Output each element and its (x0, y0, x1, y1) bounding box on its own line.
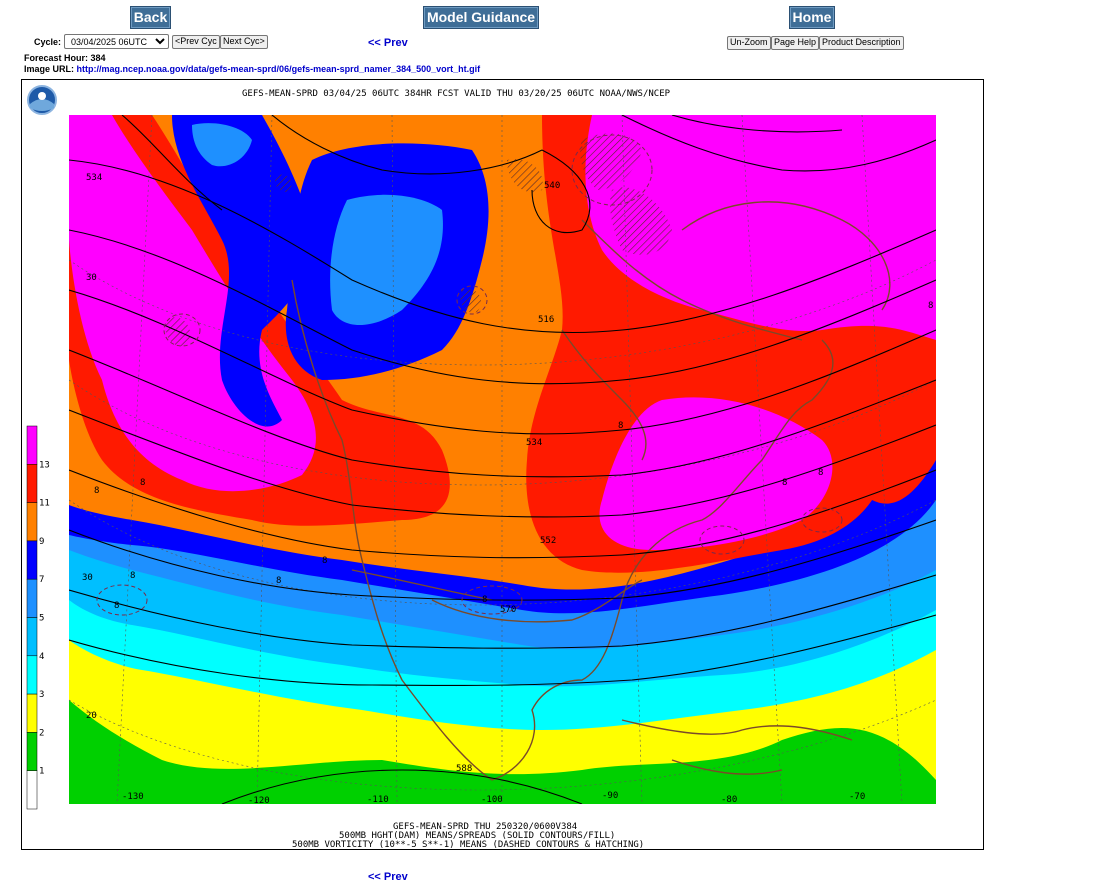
lon-label: -120 (248, 796, 270, 806)
legend-swatch (26, 770, 38, 810)
legend-swatch (26, 732, 38, 771)
vort-label: 8 (782, 478, 787, 488)
image-url-line: Image URL: http://mag.ncep.noaa.gov/data… (24, 64, 480, 74)
legend-label: 1 (39, 767, 44, 777)
vort-label: 8 (618, 421, 623, 431)
legend-label: 13 (39, 460, 50, 470)
spread-color-legend: 13 11 9 7 5 4 3 2 1 (26, 425, 50, 810)
prev-cycle-button[interactable]: <Prev Cyc (172, 35, 220, 49)
map-header: GEFS-MEAN-SPRD 03/04/25 06UTC 384HR FCST… (242, 89, 671, 99)
back-button[interactable]: Back (130, 6, 171, 29)
contour-label: 534 (86, 173, 102, 183)
vorticity-contours (96, 134, 843, 616)
vort-label: 8 (818, 468, 823, 478)
vorticity-hatching (165, 133, 672, 346)
vort-label: 8 (94, 486, 99, 496)
map-footer-1: GEFS-MEAN-SPRD THU 250320/0600V384 (393, 822, 577, 832)
contour-label: 540 (544, 181, 560, 191)
contour-label: 552 (540, 536, 556, 546)
lon-label: -70 (849, 792, 865, 802)
lat-label: 20 (86, 711, 97, 721)
model-guidance-button[interactable]: Model Guidance (423, 6, 539, 29)
vort-label: 8 (114, 601, 119, 611)
forecast-hour-value: 384 (90, 53, 106, 63)
vort-label: 8 (322, 556, 327, 566)
legend-label: 2 (39, 728, 44, 738)
legend-label: 4 (39, 652, 44, 662)
vort-label: 8 (130, 571, 135, 581)
forecast-map-image[interactable]: GEFS-MEAN-SPRD 03/04/25 06UTC 384HR FCST… (21, 79, 984, 850)
prev-link-bottom[interactable]: << Prev (368, 871, 408, 883)
legend-swatch (26, 578, 38, 618)
lon-label: -130 (122, 792, 144, 802)
image-url-link[interactable]: http://mag.ncep.noaa.gov/data/gefs-mean-… (76, 64, 481, 74)
contour-label: 534 (526, 438, 542, 448)
legend-label: 5 (39, 614, 44, 624)
lon-label: -80 (721, 795, 737, 805)
legend-swatch (26, 693, 38, 733)
lon-label: -110 (367, 795, 389, 805)
forecast-hour-label: Forecast Hour: (24, 53, 89, 63)
cycle-label: Cycle: (34, 37, 62, 47)
image-url-label: Image URL: (24, 64, 75, 74)
legend-swatch (26, 502, 38, 542)
forecast-map: GEFS-MEAN-SPRD 03/04/25 06UTC 384HR FCST… (26, 85, 936, 850)
map-plot: 534 540 516 534 552 570 588 8 8 8 8 8 8 … (69, 115, 936, 806)
vort-label: 8 (482, 595, 487, 605)
lat-label: 30 (86, 273, 97, 283)
vort-label: 8 (276, 576, 281, 586)
contour-label-group: 534 540 516 534 552 570 588 (86, 173, 560, 774)
forecast-hour-line: Forecast Hour: 384 (24, 53, 106, 63)
vorticity-label-group: 8 8 8 8 8 8 8 8 8 8 8 (94, 301, 933, 611)
vort-label: 8 (140, 478, 145, 488)
legend-label: 3 (39, 690, 44, 700)
map-footer-2: 500MB HGHT(DAM) MEANS/SPREADS (SOLID CON… (339, 831, 615, 841)
legend-swatch (26, 464, 38, 503)
cycle-select[interactable]: 03/04/2025 06UTC (64, 34, 169, 49)
legend-swatch (26, 540, 38, 580)
legend-swatch (26, 655, 38, 695)
product-description-button[interactable]: Product Description (819, 36, 904, 50)
contour-label: 516 (538, 315, 554, 325)
coastlines (291, 201, 891, 781)
home-button[interactable]: Home (789, 6, 835, 29)
map-footer-3: 500MB VORTICITY (10**-5 S**-1) MEANS (DA… (292, 840, 644, 849)
contour-label: 588 (456, 764, 472, 774)
legend-label: 7 (39, 575, 44, 585)
page-help-button[interactable]: Page Help (771, 36, 820, 50)
legend-swatch (26, 425, 38, 465)
noaa-logo (27, 85, 57, 115)
legend-label: 9 (39, 537, 44, 547)
legend-swatch (26, 617, 38, 657)
lon-label: -100 (481, 795, 503, 805)
legend-label: 11 (39, 499, 50, 509)
next-cycle-button[interactable]: Next Cyc> (220, 35, 268, 49)
lon-label: -90 (602, 791, 618, 801)
lat-label: 30 (82, 573, 93, 583)
contour-label: 570 (500, 605, 516, 615)
prev-link[interactable]: << Prev (368, 37, 408, 49)
vort-label: 8 (928, 301, 933, 311)
height-contours (69, 115, 936, 804)
unzoom-button[interactable]: Un-Zoom (727, 36, 771, 50)
